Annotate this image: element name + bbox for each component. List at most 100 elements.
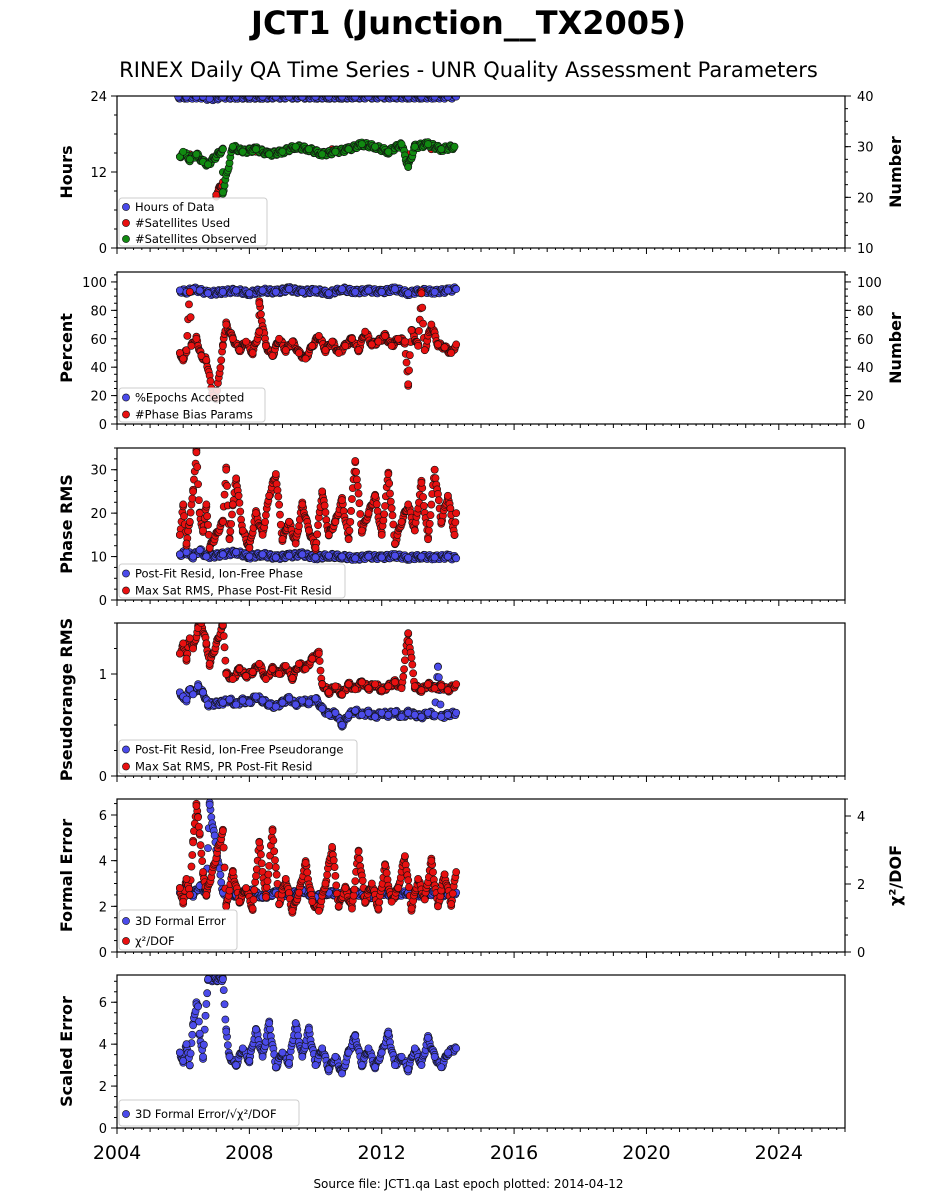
data-point [408, 660, 417, 669]
legend-marker [122, 219, 130, 227]
y-tick-label: 100 [82, 276, 107, 291]
data-point [446, 504, 455, 513]
data-point [257, 850, 265, 859]
x-tick-label: 2024 [755, 1142, 803, 1164]
data-point [220, 863, 229, 872]
data-point [371, 142, 380, 151]
data-point [194, 1002, 202, 1011]
x-tick-label: 2008 [225, 1142, 273, 1164]
data-point [424, 1033, 432, 1042]
data-point [265, 491, 274, 500]
data-point [347, 507, 356, 515]
data-point [248, 904, 257, 913]
data-point [203, 512, 212, 521]
data-point [265, 700, 274, 709]
data-point [225, 1052, 234, 1061]
data-point [418, 303, 427, 312]
data-point [179, 354, 188, 363]
data-point [223, 482, 231, 490]
panel-2: 0 20 40 60 80 100 0 20 40 60 80 100 Number Percent %Ep… [57, 271, 905, 433]
legend-marker [122, 745, 130, 754]
data-point [258, 530, 267, 539]
data-point [430, 553, 439, 562]
data-point [248, 668, 257, 676]
data-point [182, 346, 191, 355]
data-point [311, 543, 320, 552]
data-point [183, 331, 192, 340]
y-tick-label: 0 [99, 1122, 107, 1137]
data-point [225, 695, 234, 704]
data-point [298, 287, 307, 296]
data-point [257, 859, 266, 868]
data-layer [175, 448, 461, 564]
y-right-tick-label: 40 [857, 90, 874, 105]
data-point [199, 1040, 208, 1049]
data-point [318, 1044, 327, 1053]
data-point [182, 539, 191, 548]
data-point [452, 680, 461, 689]
data-point [318, 704, 327, 713]
data-point [388, 511, 397, 520]
y-tick-label: 10 [90, 551, 107, 566]
data-point [175, 530, 184, 539]
data-point [410, 1044, 419, 1053]
data-point [316, 666, 325, 675]
data-point [204, 975, 212, 984]
data-point [417, 96, 426, 101]
data-point [338, 1069, 346, 1078]
data-point [245, 96, 254, 101]
y-axis-right-label: Number [886, 312, 905, 384]
data-point [197, 849, 206, 858]
data-point [437, 145, 446, 154]
data-point [188, 494, 197, 503]
data-point [331, 147, 340, 156]
data-point [218, 341, 227, 350]
data-point [440, 870, 449, 879]
data-point [305, 145, 313, 154]
data-point [257, 310, 265, 319]
data-point [351, 554, 360, 563]
y-tick-label: 2 [99, 1080, 107, 1095]
legend-label: #Phase Bias Params [135, 408, 253, 422]
y-tick-label: 40 [90, 361, 107, 376]
y-right-tick-label: 0 [857, 946, 865, 961]
data-point [328, 337, 336, 346]
data-point [210, 831, 219, 840]
data-point [341, 341, 350, 350]
data-point [203, 989, 212, 998]
data-point [436, 700, 445, 709]
data-point [374, 904, 383, 913]
legend-label: %Epochs Accepted [135, 391, 244, 405]
data-point [228, 510, 236, 519]
y-axis-right-label: χ²/DOF [886, 845, 905, 906]
data-point [295, 349, 303, 357]
legend-box [118, 739, 358, 775]
legend-marker [122, 235, 130, 243]
data-point [275, 900, 284, 908]
data-point [351, 287, 360, 296]
data-point [199, 1052, 207, 1061]
data-point [387, 341, 396, 350]
data-point [351, 877, 360, 886]
data-point [397, 712, 406, 721]
data-point [202, 500, 211, 509]
data-point [193, 463, 202, 471]
data-point [192, 448, 201, 457]
data-point [384, 1029, 393, 1038]
y-tick-label: 0 [99, 770, 107, 785]
y-tick-label: 30 [90, 464, 107, 479]
data-point [313, 530, 322, 539]
data-point [216, 363, 225, 372]
data-point [400, 852, 409, 860]
data-point [417, 289, 426, 298]
legend-marker [122, 762, 130, 771]
legend-label: #Satellites Used [135, 216, 230, 230]
data-point [330, 863, 339, 871]
data-point [321, 346, 330, 355]
data-point [344, 145, 353, 154]
data-point [417, 1061, 426, 1070]
legend-label: Post-Fit Resid, Ion-Free Pseudorange [135, 743, 343, 757]
data-point [381, 332, 389, 340]
data-point [324, 530, 333, 539]
data-point [268, 665, 277, 673]
